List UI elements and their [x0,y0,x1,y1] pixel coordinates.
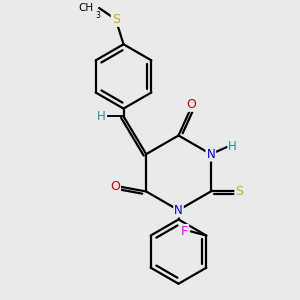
Text: CH: CH [79,3,94,13]
Text: N: N [174,204,183,217]
Text: H: H [98,110,106,123]
Text: F: F [181,225,188,238]
Text: S: S [112,13,120,26]
Text: 3: 3 [95,11,100,20]
Text: N: N [206,148,215,160]
Text: S: S [236,185,243,198]
Text: H: H [228,140,237,153]
Text: O: O [110,180,120,193]
Text: O: O [187,98,196,111]
